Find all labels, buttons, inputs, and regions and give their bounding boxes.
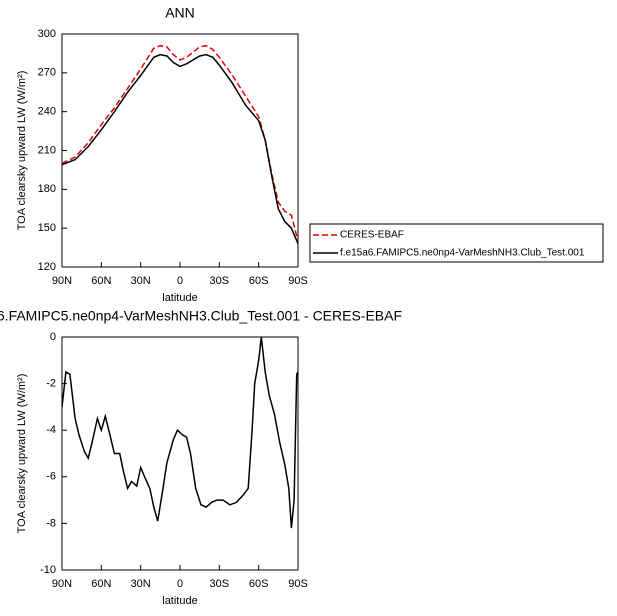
plot-frame [61, 336, 299, 571]
x-tick-label: 90S [288, 275, 308, 287]
x-tick-label: 30N [131, 578, 151, 590]
x-tick-label: 30S [210, 578, 230, 590]
x-tick-label: 90N [52, 275, 72, 287]
y-tick-label: -8 [46, 517, 56, 529]
y-tick-label: 270 [38, 67, 56, 79]
data-line [61, 53, 299, 244]
y-tick-label: -6 [46, 471, 56, 483]
legend-box [309, 223, 604, 263]
plot-frame [61, 33, 299, 268]
x-tick-label: 60N [91, 578, 111, 590]
x-tick-label: 0 [177, 578, 183, 590]
chart-title: ANN [165, 5, 195, 21]
y-tick-label: 240 [38, 106, 56, 118]
x-tick-label: 90S [288, 578, 308, 590]
x-axis-label: latitude [162, 292, 197, 304]
y-tick-label: 120 [38, 261, 56, 273]
legend-label: f.e15a6.FAMIPC5.ne0np4-VarMeshNH3.Club_T… [340, 248, 585, 259]
y-tick-label: 300 [38, 28, 56, 40]
y-axis-label: TOA clearsky upward LW (W/m²) [16, 71, 28, 231]
y-tick-label: -10 [40, 564, 56, 576]
y-tick-label: 210 [38, 144, 56, 156]
x-tick-label: 30S [210, 275, 230, 287]
x-tick-label: 0 [177, 275, 183, 287]
y-tick-label: -2 [46, 378, 56, 390]
chart-title: f.e15a6.FAMIPC5.ne0np4-VarMeshNH3.Club_T… [0, 308, 402, 324]
y-tick-label: 180 [38, 183, 56, 195]
x-axis-label: latitude [162, 595, 197, 607]
data-line [61, 336, 299, 529]
y-axis-label: TOA clearsky upward LW (W/m²) [16, 374, 28, 534]
x-tick-label: 60S [249, 275, 269, 287]
x-tick-label: 60S [249, 578, 269, 590]
y-tick-label: -4 [46, 424, 56, 436]
x-tick-label: 60N [91, 275, 111, 287]
y-tick-label: 0 [50, 331, 56, 343]
data-line [61, 44, 299, 242]
x-tick-label: 30N [131, 275, 151, 287]
legend-label: CERES-EBAF [340, 230, 404, 241]
x-tick-label: 90N [52, 578, 72, 590]
y-tick-label: 150 [38, 222, 56, 234]
